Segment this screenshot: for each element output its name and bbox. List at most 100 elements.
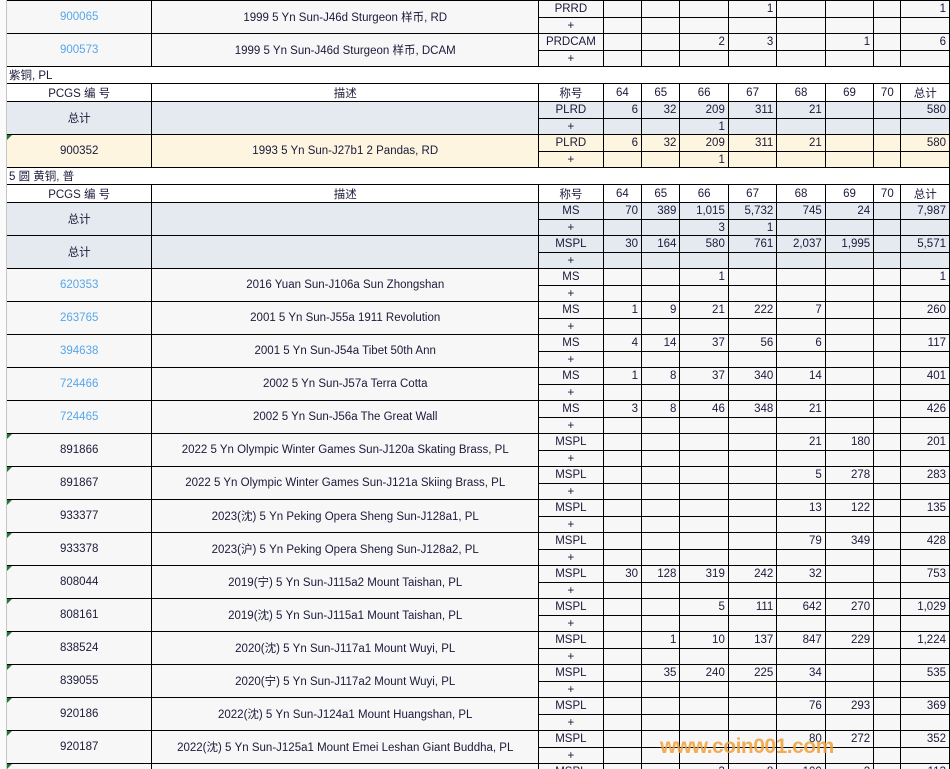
cell-pcgs-number[interactable]: 263765 xyxy=(5,301,153,335)
cell-plus-64 xyxy=(602,582,643,599)
cell-grade-label: MSPL xyxy=(538,466,604,484)
column-header-66[interactable]: 66 xyxy=(679,83,729,102)
cell-plus-70 xyxy=(873,417,902,434)
cell-plus-66 xyxy=(679,648,729,665)
column-header-67[interactable]: 67 xyxy=(727,83,778,102)
cell-grade-68: 642 xyxy=(776,598,826,616)
cell-plus-69 xyxy=(824,417,875,434)
cell-plus-67 xyxy=(727,450,778,467)
column-header-pcgs[interactable]: PCGS 编 号 xyxy=(5,83,153,102)
cell-grade-64 xyxy=(602,268,643,286)
cell-grade-70 xyxy=(873,697,902,715)
table-row: 620353 2016 Yuan Sun-J106a Sun Zhongshan M… xyxy=(5,268,950,302)
cell-grade-64 xyxy=(602,433,643,451)
column-header-69[interactable]: 69 xyxy=(824,83,875,102)
cell-plus-66 xyxy=(679,714,729,731)
table-row: 933378 2023(沪) 5 Yn Peking Opera Sheng Su… xyxy=(5,532,950,566)
column-header-68[interactable]: 68 xyxy=(776,184,826,203)
cell-pcgs-number[interactable]: 900065 xyxy=(5,0,153,34)
cell-grade-65 xyxy=(641,433,681,451)
cell-plus-65 xyxy=(641,285,681,302)
column-header-66[interactable]: 66 xyxy=(679,184,729,203)
cell-grade-plus-label: + xyxy=(538,549,604,566)
cell-grade-65: 389 xyxy=(641,202,681,220)
cell-plus-69 xyxy=(824,252,875,269)
cell-grade-67: 5,732 xyxy=(727,202,778,220)
table-row: 933377 2023(沈) 5 Yn Peking Opera Sheng Su… xyxy=(5,499,950,533)
cell-grade-70 xyxy=(873,268,902,286)
cell-grade-66 xyxy=(679,433,729,451)
cell-plus-67 xyxy=(727,17,778,34)
cell-pcgs-number[interactable]: 724465 xyxy=(5,400,153,434)
cell-plus-69 xyxy=(824,285,875,302)
cell-grade-plus-label: + xyxy=(538,483,604,500)
cell-grade-label: PLRD xyxy=(538,134,604,152)
cell-plus-total xyxy=(900,351,950,368)
cell-plus-69 xyxy=(824,351,875,368)
cell-pcgs-number[interactable]: 394638 xyxy=(5,334,153,368)
cell-grade-66: 1 xyxy=(679,268,729,286)
table-row-plus: + xyxy=(7,582,950,599)
column-header-64[interactable]: 64 xyxy=(602,83,643,102)
cell-plus-64 xyxy=(602,648,643,665)
cell-grade-70 xyxy=(873,565,902,583)
cell-pcgs-number: 900352 xyxy=(5,134,153,168)
column-header-grade[interactable]: 称号 xyxy=(538,83,604,102)
cell-grade-69 xyxy=(824,367,875,385)
column-header-grade[interactable]: 称号 xyxy=(538,184,604,203)
cell-grade-plus-label: + xyxy=(538,417,604,434)
cell-description: 1999 5 Yn Sun-J46d Sturgeon 样币, DCAM xyxy=(151,33,540,67)
cell-description: 2019(宁) 5 Yn Sun-J115a2 Mount Taishan, P… xyxy=(151,565,540,599)
table-row-plus: + xyxy=(7,747,950,764)
cell-plus-70 xyxy=(873,351,902,368)
column-header-description[interactable]: 描述 xyxy=(151,184,540,203)
cell-grade-66: 1,015 xyxy=(679,202,729,220)
cell-plus-64 xyxy=(602,285,643,302)
cell-description: 2022(沈) 5 Yn Sun-J125a1 Mount Emei Lesha… xyxy=(151,730,540,764)
cell-plus-64 xyxy=(602,252,643,269)
cell-grade-66: 209 xyxy=(679,134,729,152)
cell-plus-66 xyxy=(679,483,729,500)
cell-plus-total xyxy=(900,50,950,67)
cell-plus-total xyxy=(900,17,950,34)
column-header-68[interactable]: 68 xyxy=(776,83,826,102)
cell-total: 580 xyxy=(900,101,950,119)
cell-plus-65 xyxy=(641,252,681,269)
cell-plus-68 xyxy=(776,714,826,731)
cell-pcgs-number[interactable]: 724466 xyxy=(5,367,153,401)
column-header-70[interactable]: 70 xyxy=(873,184,902,203)
cell-plus-67 xyxy=(727,351,778,368)
cell-grade-65 xyxy=(641,730,681,748)
cell-plus-68 xyxy=(776,252,826,269)
column-header-total[interactable]: 总计 xyxy=(900,184,950,203)
column-header-pcgs[interactable]: PCGS 编 号 xyxy=(5,184,153,203)
cell-pcgs-number[interactable]: 620353 xyxy=(5,268,153,302)
column-header-65[interactable]: 65 xyxy=(641,184,681,203)
column-header-65[interactable]: 65 xyxy=(641,83,681,102)
cell-grade-66: 37 xyxy=(679,334,729,352)
cell-grade-67: 348 xyxy=(727,400,778,418)
cell-pcgs-number[interactable]: 900573 xyxy=(5,33,153,67)
cell-grade-67 xyxy=(727,268,778,286)
table-row-plus: + xyxy=(7,450,950,467)
cell-plus-65 xyxy=(641,747,681,764)
cell-grade-69: 180 xyxy=(824,433,875,451)
column-header-67[interactable]: 67 xyxy=(727,184,778,203)
cell-plus-68 xyxy=(776,351,826,368)
cell-grade-label: MS xyxy=(538,400,604,418)
cell-grade-68: 745 xyxy=(776,202,826,220)
column-header-64[interactable]: 64 xyxy=(602,184,643,203)
cell-plus-64 xyxy=(602,681,643,698)
cell-pcgs-number: 808161 xyxy=(5,598,153,632)
cell-grade-68: 6 xyxy=(776,334,826,352)
population-table: 900065 1999 5 Yn Sun-J46d Sturgeon 样币, RD… xyxy=(5,0,950,769)
column-header-description[interactable]: 描述 xyxy=(151,83,540,102)
cell-grade-69 xyxy=(824,134,875,152)
column-header-total[interactable]: 总计 xyxy=(900,83,950,102)
column-header-70[interactable]: 70 xyxy=(873,83,902,102)
cell-grade-65 xyxy=(641,763,681,769)
cell-grade-66: 240 xyxy=(679,664,729,682)
cell-total: 369 xyxy=(900,697,950,715)
cell-grade-68 xyxy=(776,33,826,51)
column-header-69[interactable]: 69 xyxy=(824,184,875,203)
